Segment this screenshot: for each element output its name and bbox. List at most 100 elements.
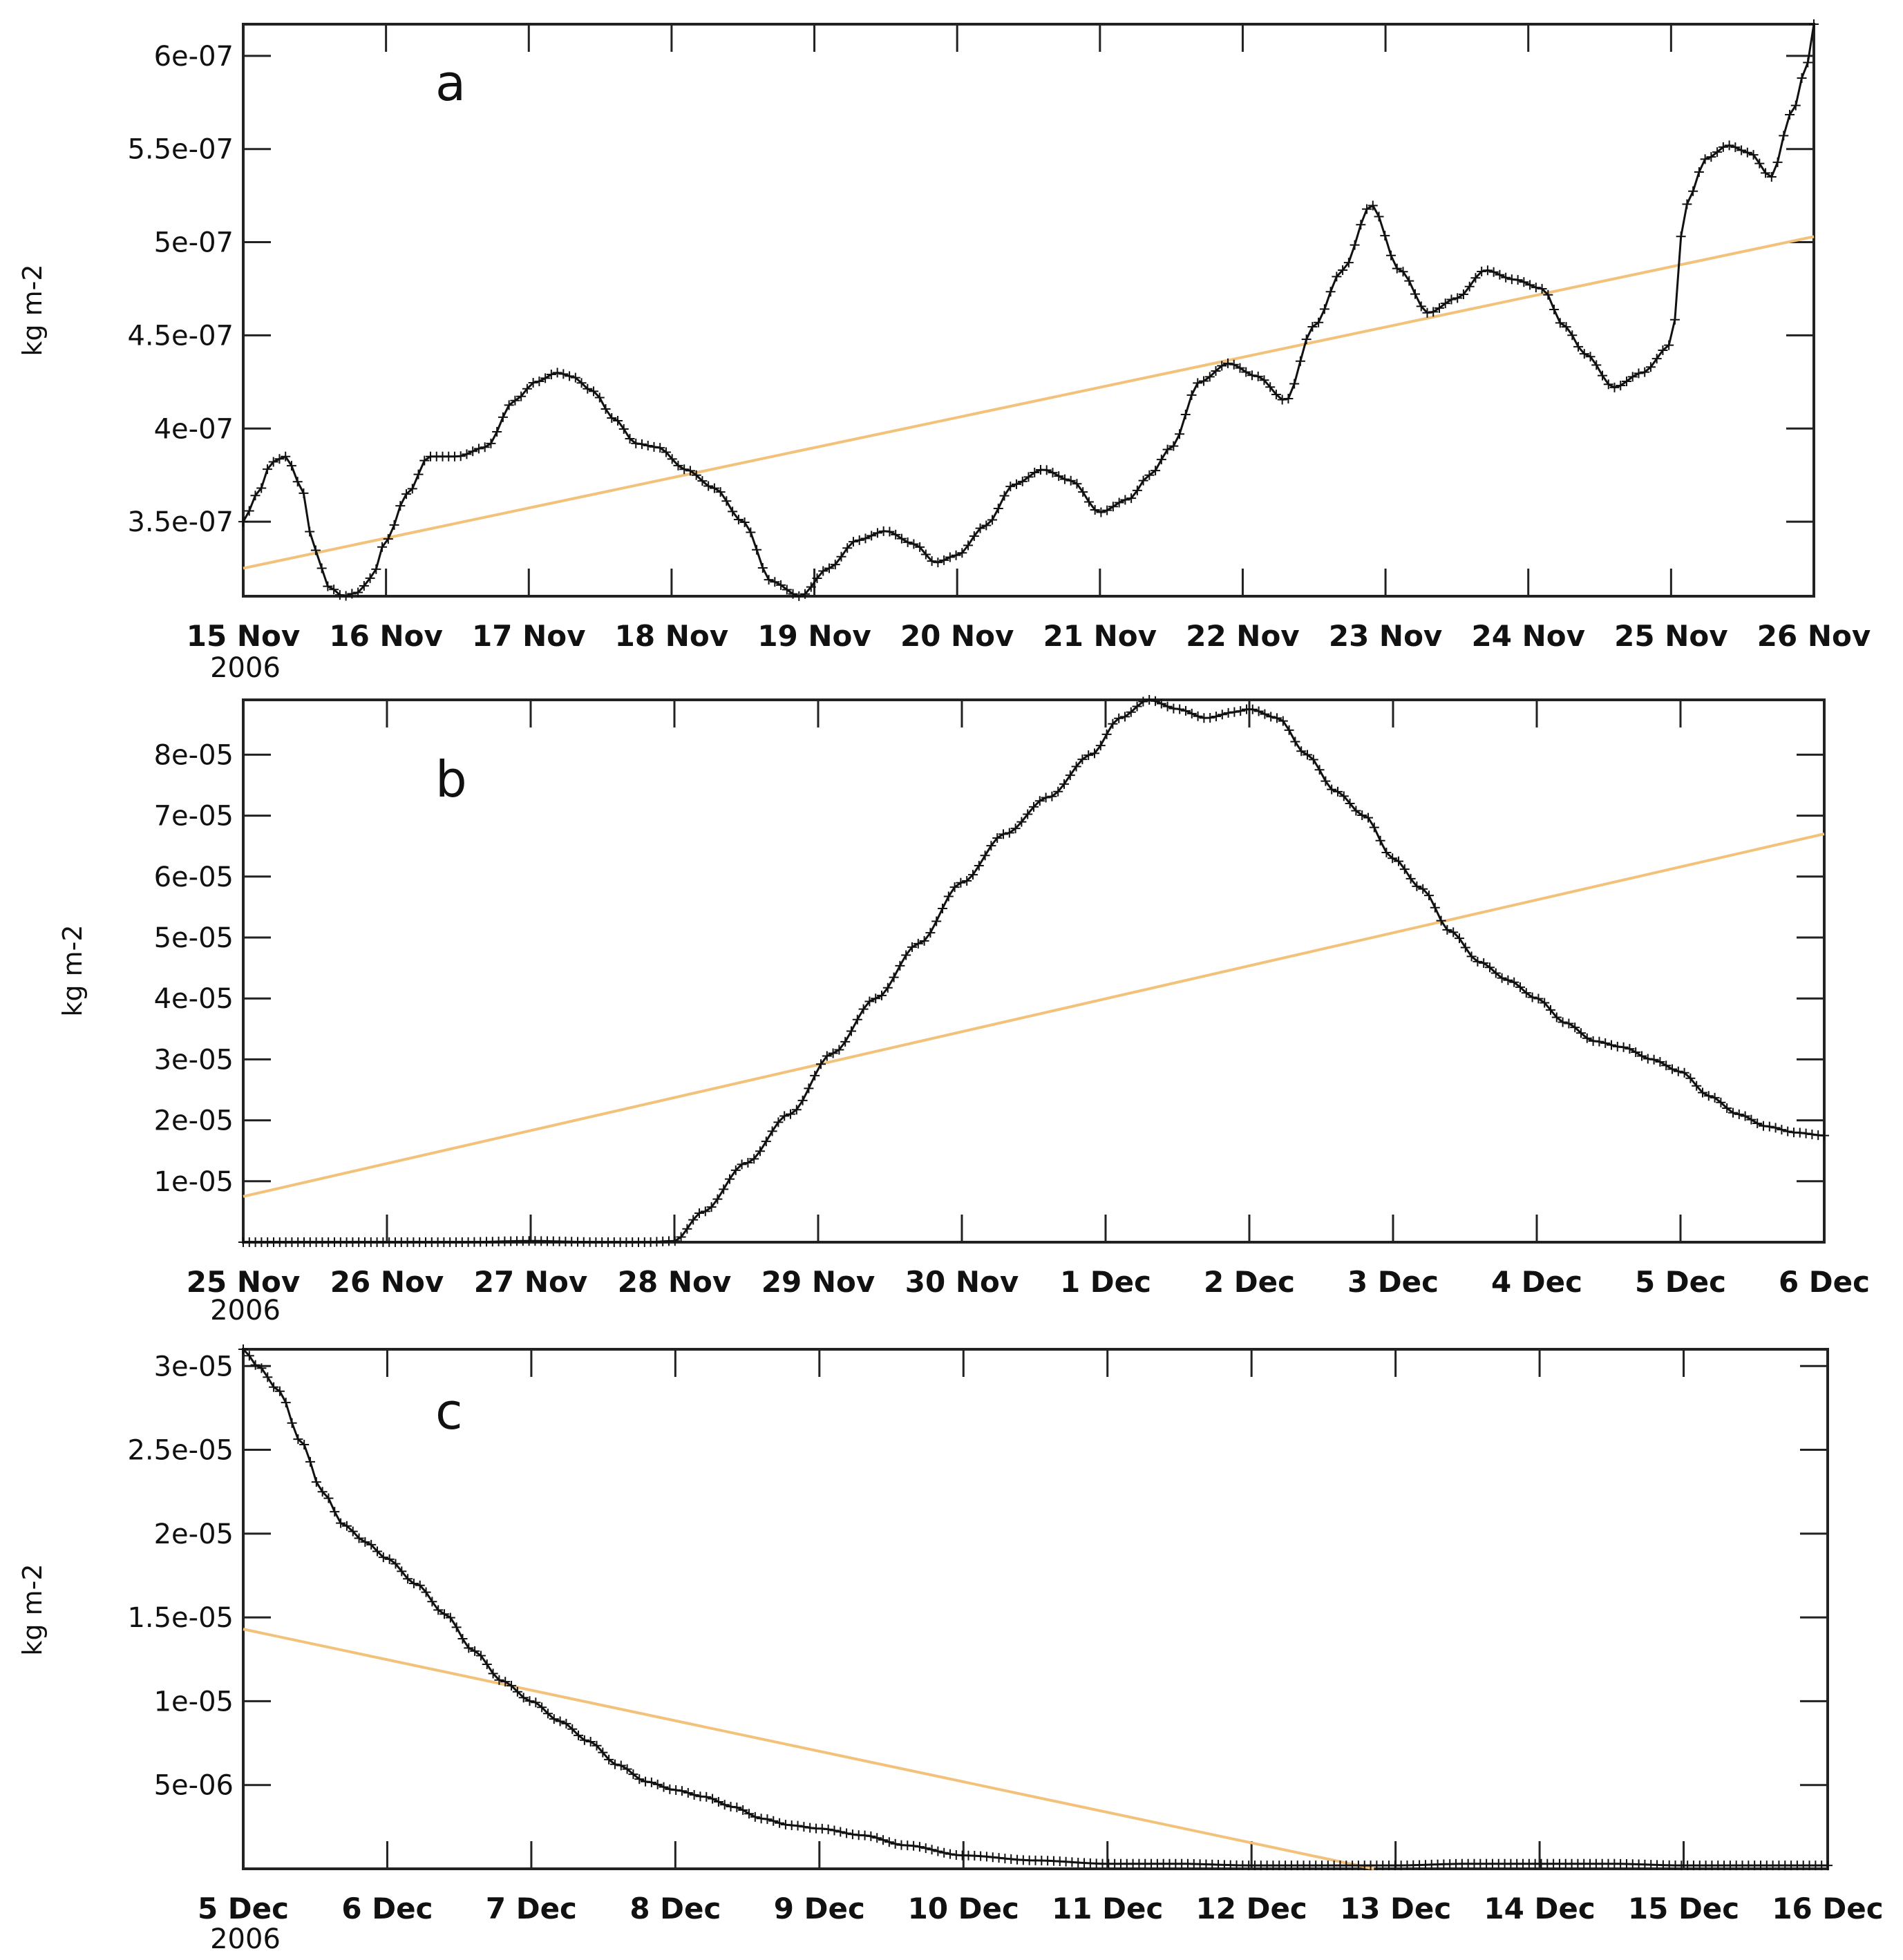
data-point-c-260 <box>1823 1861 1833 1871</box>
x-tick-label-c-4: 9 Dec <box>774 1892 865 1925</box>
y-tick-label-b-7: 8e-05 <box>154 739 234 771</box>
x-tick-label-a-1: 16 Nov <box>329 619 442 653</box>
data-point-c-34 <box>445 1612 455 1623</box>
data-point-a-220 <box>1567 330 1578 341</box>
data-point-b-232 <box>1649 1054 1659 1065</box>
data-point-c-38 <box>470 1646 480 1656</box>
data-point-a-234 <box>1651 354 1662 364</box>
data-point-a-121 <box>969 531 979 541</box>
data-point-b-251 <box>1764 1121 1774 1132</box>
data-point-c-6 <box>274 1386 285 1396</box>
data-point-a-20 <box>359 581 369 591</box>
data-point-b-192 <box>1405 873 1416 884</box>
data-point-a-14 <box>323 581 333 591</box>
data-point-c-79 <box>719 1800 730 1810</box>
data-point-c-43 <box>500 1677 511 1687</box>
x-tick-label-b-1: 26 Nov <box>330 1265 444 1299</box>
data-point-b-244 <box>1722 1103 1732 1114</box>
x-tick-label-c-1: 6 Dec <box>341 1892 433 1925</box>
data-point-b-102 <box>858 1004 869 1014</box>
y-tick-label-b-6: 7e-05 <box>154 801 234 832</box>
data-point-b-108 <box>895 960 905 971</box>
data-point-b-140 <box>1090 748 1099 759</box>
x-tick-label-c-8: 13 Dec <box>1340 1892 1451 1925</box>
data-point-a-183 <box>1343 258 1354 268</box>
data-point-a-190 <box>1386 250 1397 260</box>
data-point-c-105 <box>878 1835 889 1845</box>
data-point-c-78 <box>713 1796 723 1807</box>
data-point-a-242 <box>1700 154 1710 164</box>
data-point-c-81 <box>732 1802 742 1813</box>
x-tick-label-a-6: 21 Nov <box>1043 619 1157 653</box>
plot-frame-b <box>242 698 1826 1244</box>
data-point-a-168 <box>1253 371 1263 381</box>
data-point-b-137 <box>1071 761 1081 772</box>
data-point-c-12 <box>311 1477 321 1487</box>
data-point-c-23 <box>378 1552 388 1563</box>
data-point-a-29 <box>413 469 424 479</box>
data-point-b-217 <box>1558 1017 1568 1027</box>
data-point-a-174 <box>1289 379 1300 389</box>
data-point-a-143 <box>1102 505 1113 515</box>
ticks-b: 1e-05 2e-05 3e-05 4e-05 5e-05 6e-05 7e-05 8e-05… <box>154 700 1870 1299</box>
data-point-a-260 <box>1809 19 1819 29</box>
data-point-a-93 <box>800 589 811 599</box>
data-point-c-93 <box>805 1823 815 1833</box>
data-point-b-86 <box>761 1136 771 1147</box>
data-point-b-233 <box>1655 1056 1665 1067</box>
data-point-a-239 <box>1682 199 1692 209</box>
data-point-a-211 <box>1513 275 1523 285</box>
data-point-c-39 <box>475 1650 486 1661</box>
data-point-a-245 <box>1718 142 1728 152</box>
data-point-a-150 <box>1144 470 1155 480</box>
data-point-c-100 <box>847 1829 858 1840</box>
data-point-a-202 <box>1458 289 1468 299</box>
data-point-a-127 <box>1005 482 1016 492</box>
data-point-b-178 <box>1320 776 1331 786</box>
data-point-a-8 <box>286 461 296 471</box>
data-point-a-67 <box>643 441 653 451</box>
data-point-a-41 <box>486 438 496 448</box>
data-point-b-128 <box>1016 817 1027 827</box>
data-point-b-209 <box>1509 977 1519 987</box>
data-point-a-83 <box>739 517 750 527</box>
data-point-b-171 <box>1278 716 1288 726</box>
data-point-a-218 <box>1555 318 1565 328</box>
data-point-a-17 <box>341 591 351 601</box>
data-point-c-55 <box>574 1730 584 1740</box>
data-point-a-99 <box>836 551 846 562</box>
data-point-c-21 <box>366 1539 377 1550</box>
y-tick-label-b-0: 1e-05 <box>154 1166 234 1198</box>
data-point-c-107 <box>890 1838 900 1849</box>
data-point-b-253 <box>1777 1125 1787 1135</box>
data-point-a-249 <box>1742 147 1752 158</box>
data-point-c-2 <box>250 1360 261 1370</box>
data-point-c-84 <box>750 1811 760 1822</box>
data-point-b-194 <box>1418 884 1428 894</box>
data-point-c-116 <box>945 1849 956 1859</box>
data-point-a-61 <box>607 412 617 423</box>
data-point-a-256 <box>1785 110 1795 120</box>
data-point-a-252 <box>1761 168 1771 178</box>
data-point-a-97 <box>824 563 834 573</box>
data-point-a-107 <box>884 526 895 537</box>
data-point-a-139 <box>1078 487 1088 497</box>
data-point-a-6 <box>274 454 285 464</box>
data-point-a-246 <box>1724 140 1734 151</box>
data-point-b-88 <box>773 1117 784 1128</box>
data-point-b-110 <box>907 942 917 952</box>
data-point-c-86 <box>762 1814 773 1825</box>
data-point-b-150 <box>1151 696 1160 706</box>
x-tick-label-c-2: 7 Dec <box>486 1892 577 1925</box>
data-point-b-195 <box>1424 891 1434 901</box>
markers-b <box>238 695 1829 1247</box>
panel-b: 1e-05 2e-05 3e-05 4e-05 5e-05 6e-05 7e-05 8e-05… <box>57 695 1870 1326</box>
data-point-c-66 <box>641 1776 651 1787</box>
y-tick-label-a-5: 6e-07 <box>154 41 234 73</box>
data-point-a-240 <box>1688 186 1698 196</box>
ticks-c: 5e-06 1e-05 1.5e-05 2e-05 2.5e-05 3e-05 5 Dec 6… <box>127 1349 1884 1925</box>
data-point-b-109 <box>901 950 911 960</box>
data-point-a-205 <box>1477 267 1487 277</box>
data-point-b-159 <box>1205 713 1215 723</box>
data-point-c-64 <box>628 1769 638 1780</box>
